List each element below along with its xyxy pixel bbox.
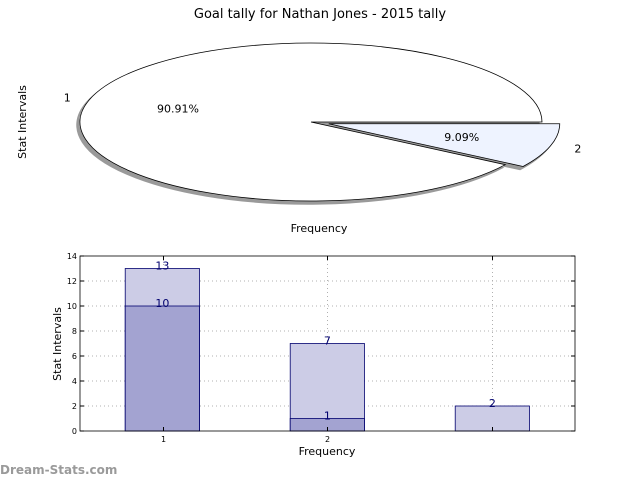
bar-outer-label-0: 13: [155, 260, 169, 273]
pie-xlabel: Frequency: [291, 222, 348, 235]
pie-category-label-2: 2: [574, 142, 581, 155]
bar-ytick-label-14: 14: [67, 252, 77, 261]
bar-ytick-label-4: 4: [72, 377, 77, 386]
bar-ytick-label-12: 12: [67, 277, 77, 286]
bar-ytick-label-8: 8: [72, 327, 77, 336]
pie-chart: Stat Intervals Frequency 90.91% 1 9.09% 2: [16, 42, 581, 235]
bar-ylabel: Stat Intervals: [51, 307, 64, 381]
pie-group: 90.91% 1 9.09% 2: [64, 42, 581, 205]
bar-outer-2: [454, 405, 530, 432]
bar-ytick-label-0: 0: [72, 427, 77, 436]
bar-outer-1: [289, 343, 365, 432]
bar-outer-label-1: 7: [324, 335, 331, 348]
bar-ytick-label-2: 2: [72, 402, 77, 411]
bar-inner-label-1: 1: [324, 410, 331, 423]
watermark: Dream-Stats.com: [0, 463, 118, 477]
pie-slice-1: [79, 42, 543, 202]
bar-xtick-label-1: 1: [161, 435, 166, 444]
bar-xtick-label-2: 2: [325, 435, 330, 444]
chart-title: Goal tally for Nathan Jones - 2015 tally: [193, 7, 447, 22]
bar-inner-label-0: 10: [155, 297, 169, 310]
bar-inner-0: [124, 305, 200, 432]
bar-ytick-label-6: 6: [72, 352, 77, 361]
pie-ylabel: Stat Intervals: [16, 85, 29, 159]
pie-pct-label-2: 9.09%: [444, 131, 479, 144]
pie-pct-label-1: 90.91%: [157, 103, 199, 116]
pie-slice-2: [328, 123, 561, 167]
bar-ytick-label-10: 10: [67, 302, 77, 311]
bar-xlabel: Frequency: [299, 445, 356, 458]
pie-category-label-1: 1: [64, 92, 71, 105]
bar-outer-label-2: 2: [489, 397, 496, 410]
